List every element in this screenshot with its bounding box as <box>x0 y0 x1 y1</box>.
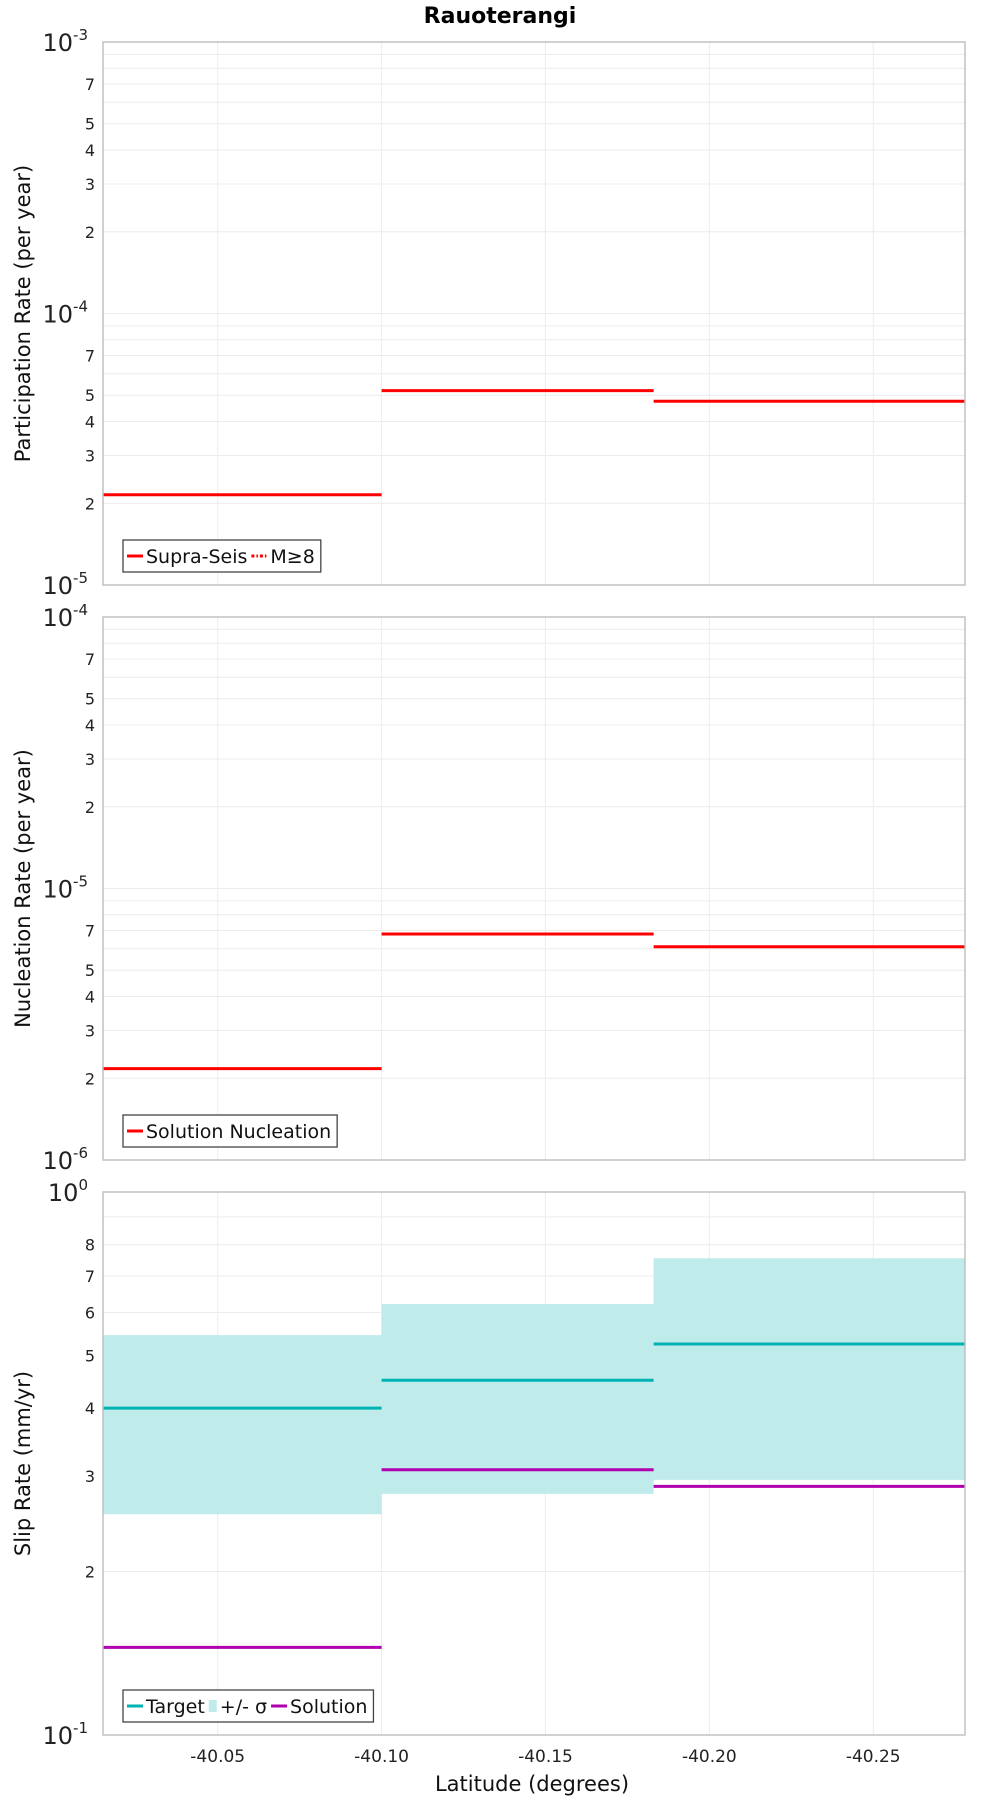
legend-label: Solution Nucleation <box>146 1121 331 1143</box>
y-tick-label-major: 10-5 <box>42 873 88 904</box>
legend-box <box>122 539 322 573</box>
chart-title: Rauoterangi <box>424 4 577 29</box>
y-tick-label-minor: 3 <box>85 1021 95 1040</box>
y-tick-label-major: 10-6 <box>42 1144 88 1175</box>
y-tick-label-minor: 5 <box>85 115 95 134</box>
y-tick-label-minor: 2 <box>85 223 95 242</box>
y-tick-label-minor: 4 <box>85 988 95 1007</box>
y-axis-title: Nucleation Rate (per year) <box>11 749 35 1028</box>
y-tick-label-major: 10-5 <box>42 569 88 600</box>
y-tick-label-minor: 5 <box>85 690 95 709</box>
y-tick-label-minor: 7 <box>85 347 95 366</box>
sigma-band-segment <box>103 1335 382 1515</box>
y-tick-label-minor: 5 <box>85 386 95 405</box>
y-tick-label-major: 100 <box>48 1176 88 1207</box>
panel-1: 10-3 7 5 4 3 2 10-4 7 5 4 3 2 10-5 Participation Rate… <box>11 26 966 600</box>
y-tick-label-major: 10-4 <box>42 298 88 329</box>
y-tick-label-minor: 3 <box>85 750 95 769</box>
y-tick-label-minor: 4 <box>85 1399 95 1418</box>
y-tick-label-minor: 5 <box>85 1346 95 1365</box>
x-tick-label: -40.10 <box>354 1747 409 1767</box>
legend-label: M≥8 <box>270 546 314 568</box>
panel-2: 10-4 7 5 4 3 2 10-5 7 5 4 3 2 10-6 Nucleation Rate (p… <box>11 601 966 1175</box>
legend-box <box>122 1114 338 1148</box>
y-tick-label-minor: 7 <box>85 75 95 94</box>
sigma-band-segment <box>653 1258 965 1480</box>
legend-label: Target <box>145 1696 205 1718</box>
plot-frame <box>102 41 966 586</box>
x-tick-label: -40.20 <box>682 1747 737 1767</box>
legend-box <box>122 1689 375 1723</box>
legend-label: Solution <box>290 1696 367 1718</box>
y-tick-label-minor: 3 <box>85 175 95 194</box>
y-axis-title: Participation Rate (per year) <box>11 165 35 462</box>
y-tick-label-minor: 2 <box>85 494 95 513</box>
y-tick-label-minor: 7 <box>85 922 95 941</box>
y-tick-label-minor: 4 <box>85 141 95 160</box>
x-tick-label: -40.25 <box>846 1747 901 1767</box>
sigma-band-segment <box>381 1303 654 1494</box>
y-tick-label-minor: 2 <box>85 798 95 817</box>
x-axis-title: Latitude (degrees) <box>435 1772 629 1796</box>
y-tick-label-minor: 6 <box>85 1303 95 1322</box>
x-tick-label: -40.05 <box>190 1747 245 1767</box>
y-tick-label-minor: 2 <box>85 1563 95 1582</box>
legend: Supra-Seis M≥8 <box>122 539 322 573</box>
legend-swatch-band <box>208 1700 217 1712</box>
y-tick-label-minor: 7 <box>85 650 95 669</box>
y-tick-label-minor: 7 <box>85 1267 95 1286</box>
legend-label: Supra-Seis <box>146 546 247 568</box>
y-axis-title: Slip Rate (mm/yr) <box>11 1371 35 1556</box>
y-tick-label-minor: 5 <box>85 961 95 980</box>
y-tick-label-minor: 2 <box>85 1069 95 1088</box>
legend: Target +/- σ Solution <box>122 1689 375 1723</box>
y-tick-label-minor: 4 <box>85 413 95 432</box>
legend: Solution Nucleation <box>122 1114 338 1148</box>
x-tick-label: -40.15 <box>518 1747 573 1767</box>
y-tick-label-minor: 3 <box>85 1467 95 1486</box>
y-tick-label-major: 10-4 <box>42 601 88 632</box>
y-tick-label-major: 10-3 <box>42 26 88 57</box>
legend-label: +/- σ <box>220 1696 267 1718</box>
y-tick-label-major: 10-1 <box>42 1719 88 1750</box>
panel-3: 100 8 7 6 5 4 3 2 10-1 -40.05 -40.10 -40.15 -40.20 -4… <box>11 1176 966 1767</box>
y-tick-label-minor: 8 <box>85 1236 95 1255</box>
plot-frame <box>102 616 966 1161</box>
y-tick-label-minor: 4 <box>85 716 95 735</box>
y-tick-label-minor: 3 <box>85 446 95 465</box>
plot-frame <box>102 1191 966 1736</box>
